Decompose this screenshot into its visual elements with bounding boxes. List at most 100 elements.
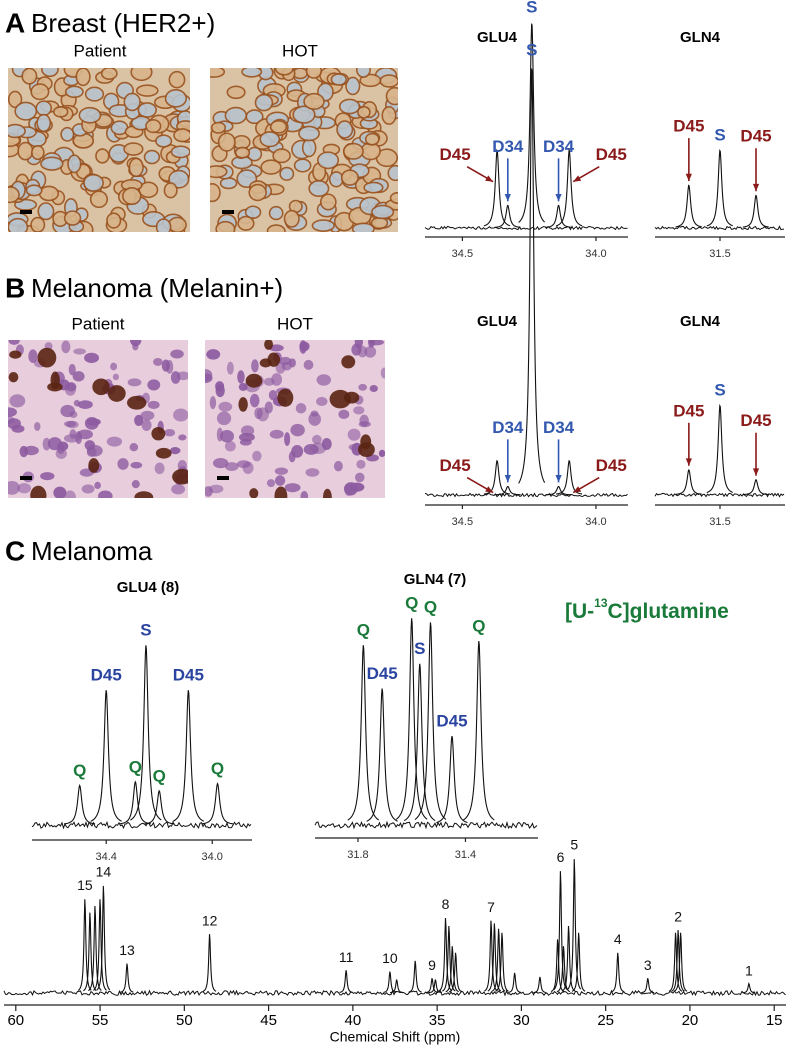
nucleus xyxy=(290,423,305,437)
peak-label: D45 xyxy=(596,145,627,164)
cell xyxy=(340,169,359,186)
arrow-head xyxy=(485,175,494,182)
melanin xyxy=(360,434,372,450)
tracer-sup: 13 xyxy=(594,596,608,610)
cell xyxy=(328,171,344,188)
peak xyxy=(675,469,702,495)
cell xyxy=(259,131,281,148)
x-tick-label: 34.0 xyxy=(202,851,223,863)
panel-letter: C xyxy=(5,535,25,566)
baseline-noise xyxy=(31,820,252,830)
peak xyxy=(706,403,734,494)
peak-label: Q xyxy=(129,757,142,776)
cell xyxy=(37,202,55,221)
nucleus xyxy=(66,420,79,429)
x-tick-label: 20 xyxy=(682,1012,699,1029)
arrow-head xyxy=(752,183,760,192)
cell xyxy=(8,90,23,109)
image-label: Patient xyxy=(74,41,127,60)
nucleus xyxy=(300,491,309,498)
nucleus xyxy=(354,472,365,483)
peak xyxy=(742,982,756,994)
nucleus xyxy=(40,472,55,481)
x-tick-label: 31.4 xyxy=(455,849,476,861)
melanin xyxy=(92,378,110,396)
nucleus xyxy=(209,396,217,410)
peak xyxy=(143,789,175,825)
cell xyxy=(303,92,325,110)
x-tick-label: 34.5 xyxy=(452,248,473,260)
nucleus xyxy=(224,462,239,471)
baseline-noise xyxy=(654,492,785,498)
cell xyxy=(385,86,398,106)
panel-title: Melanoma xyxy=(31,536,153,566)
peak-label: 13 xyxy=(119,942,135,958)
nucleus xyxy=(73,348,86,355)
nucleus xyxy=(369,384,378,392)
nucleus xyxy=(8,407,17,417)
cell xyxy=(137,102,157,118)
cell xyxy=(237,215,255,231)
peak-label: D45 xyxy=(436,711,467,730)
nucleus xyxy=(249,393,260,408)
nucleus xyxy=(206,349,221,360)
nucleus xyxy=(288,358,296,368)
nucleus xyxy=(84,352,100,364)
peak xyxy=(201,782,234,825)
cell xyxy=(330,73,347,86)
arrow-head xyxy=(555,475,562,483)
peak xyxy=(507,972,522,993)
peak-label: 6 xyxy=(557,849,565,865)
x-tick-label: 31.5 xyxy=(709,516,730,528)
peak xyxy=(671,930,685,992)
cell xyxy=(14,101,38,121)
nucleus xyxy=(165,359,174,374)
nucleus xyxy=(316,374,332,386)
tracer-label: [U-13C]glutamine xyxy=(565,596,729,622)
nucleus xyxy=(251,359,259,373)
peak-label: D45 xyxy=(673,401,704,420)
cell xyxy=(67,154,82,174)
nucleus xyxy=(284,432,291,447)
peak xyxy=(83,912,97,992)
peak-label: Q xyxy=(405,593,418,612)
cell xyxy=(155,218,172,232)
cell xyxy=(210,68,226,78)
nucleus xyxy=(312,434,322,445)
nucleus xyxy=(9,394,26,408)
nucleus xyxy=(356,459,366,469)
cell xyxy=(336,120,354,139)
x-tick-label: 50 xyxy=(176,1012,193,1029)
image-label: Patient xyxy=(72,314,125,333)
tracer-prefix: [U- xyxy=(565,600,594,623)
cell xyxy=(138,181,159,199)
melanin xyxy=(259,358,272,368)
scale-bar xyxy=(20,476,32,480)
peak xyxy=(483,148,511,227)
nucleus xyxy=(353,406,365,415)
peak-label: 5 xyxy=(570,837,578,853)
image-label: HOT xyxy=(282,41,318,60)
cell xyxy=(30,144,45,161)
cell xyxy=(215,220,236,232)
cell xyxy=(106,212,122,229)
melanin xyxy=(8,371,19,383)
nucleus xyxy=(358,383,368,391)
x-tick-label: 25 xyxy=(597,1012,614,1029)
melanin xyxy=(50,371,60,390)
cell xyxy=(30,83,50,101)
peak-label: 8 xyxy=(442,896,450,912)
cell xyxy=(371,204,395,220)
melanin xyxy=(322,488,332,498)
melanin xyxy=(107,385,126,402)
cell xyxy=(89,190,109,209)
nucleus xyxy=(131,480,140,489)
nucleus xyxy=(53,486,67,498)
melanin xyxy=(329,389,351,409)
cell xyxy=(241,68,263,78)
cell xyxy=(248,183,267,202)
x-tick-label: 30 xyxy=(513,1012,530,1029)
peak-label: D45 xyxy=(673,117,704,136)
nucleus xyxy=(359,414,369,427)
